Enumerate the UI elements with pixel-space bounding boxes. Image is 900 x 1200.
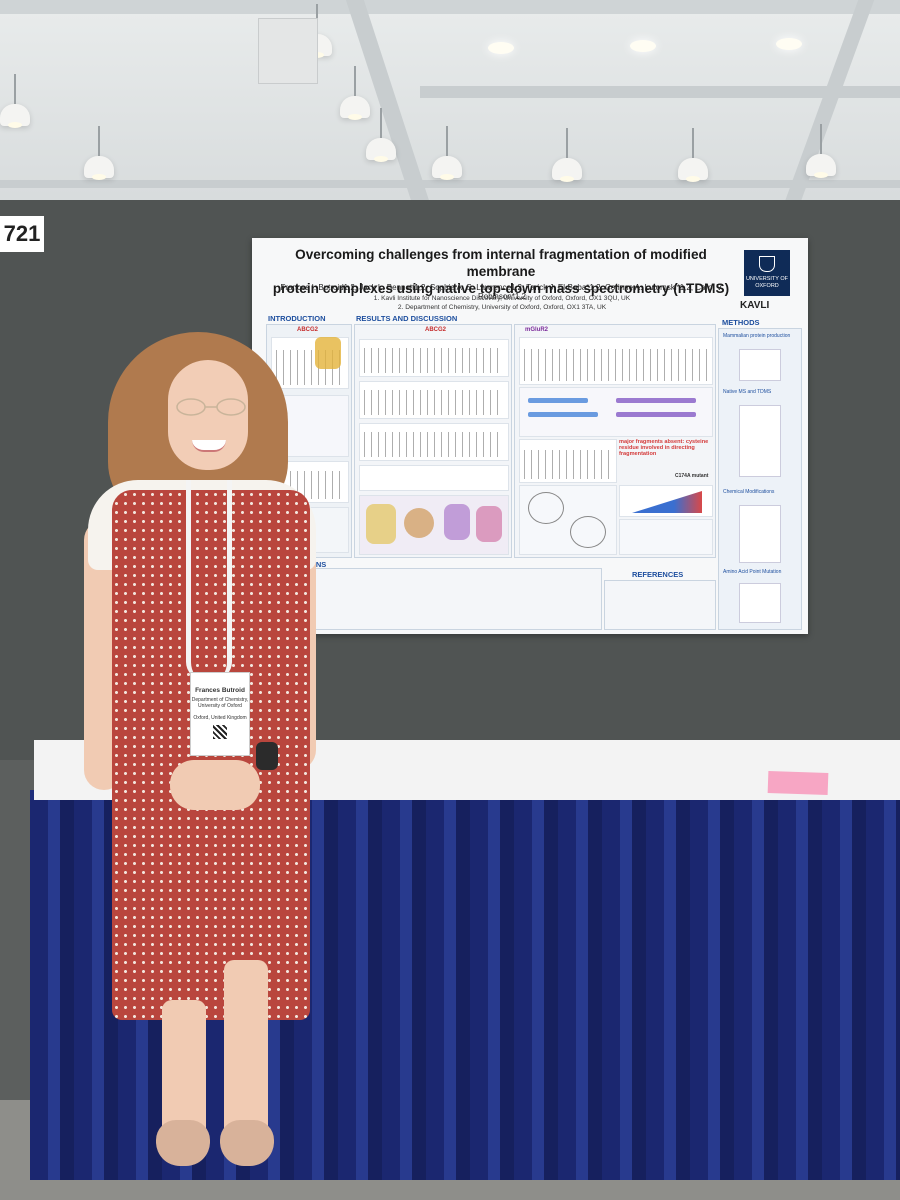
ceiling-light xyxy=(488,42,514,54)
research-poster: Overcoming challenges from internal frag… xyxy=(252,238,808,634)
methods-step-2: Native MS and TDMS xyxy=(723,389,772,395)
intro-abcg2-label: ABCG2 xyxy=(297,327,319,333)
mglur2-spectrum xyxy=(519,337,713,385)
mechanism-figure xyxy=(519,485,617,555)
protein-structure-figure xyxy=(315,337,341,369)
section-methods: METHODS xyxy=(722,318,760,327)
badge-dept: Department of Chemistry, University of O… xyxy=(191,697,249,709)
oxford-logo: UNIVERSITY OF OXFORD xyxy=(744,250,790,296)
ceiling-light xyxy=(630,40,656,52)
poster-title: Overcoming challenges from internal frag… xyxy=(266,246,736,297)
pendant-lamp xyxy=(552,128,582,182)
lanyard xyxy=(186,480,232,680)
common-cleavage-figure xyxy=(359,495,509,555)
mutation-figure xyxy=(739,583,781,623)
results-panel-left: ABCG2 xyxy=(354,324,512,558)
references-panel xyxy=(604,580,716,630)
structure-figure xyxy=(619,519,713,555)
clasped-hands xyxy=(170,760,260,810)
chemistry-figure xyxy=(739,505,781,563)
right-leg xyxy=(224,960,268,1150)
pendant-lamp xyxy=(806,124,836,178)
pendant-lamp xyxy=(0,74,30,128)
smile xyxy=(192,440,226,452)
methods-step-1: Mammalian protein production xyxy=(723,333,791,339)
qr-code-icon xyxy=(213,725,227,739)
kavli-logo: KAVLI xyxy=(740,300,770,311)
methods-step-3: Chemical Modifications xyxy=(723,489,775,495)
section-references: REFERENCES xyxy=(632,570,684,579)
affiliation-1: 1. Kavli Institute for Nanoscience Disco… xyxy=(373,295,631,302)
section-introduction: INTRODUCTION xyxy=(268,314,326,323)
poster-authors: Frances I. Butroid1,2, Jack L. Bennett1,… xyxy=(280,283,724,301)
methods-step-4: Amino Acid Point Mutation xyxy=(723,569,782,575)
methods-figure xyxy=(739,349,781,381)
pendant-lamp xyxy=(366,108,396,162)
pendant-lamp xyxy=(340,66,370,120)
results-abcg2-label: ABCG2 xyxy=(425,327,447,333)
affiliation-2: 2. Department of Chemistry, University o… xyxy=(397,304,607,311)
fragments-note: major fragments absent: cysteine residue… xyxy=(619,439,709,457)
methods-panel: Mammalian protein production Native MS a… xyxy=(718,328,802,630)
smartwatch-icon xyxy=(256,742,278,770)
section-conclusions: ONS xyxy=(310,560,327,569)
badge-name: Frances Butroid xyxy=(195,687,245,694)
fragment-spectrum xyxy=(519,439,617,483)
mglur2-label: mGluR2 xyxy=(525,327,549,333)
glasses-icon xyxy=(176,398,246,416)
results-panel-right: mGluR2 major fragments absent: cysteine … xyxy=(514,324,716,558)
poster-title-line1: Overcoming challenges from internal frag… xyxy=(295,247,707,279)
badge-location: Oxford, United Kingdom xyxy=(193,715,247,721)
ceiling-light xyxy=(776,38,802,50)
conclusions-panel xyxy=(310,568,602,630)
sequence-comparison xyxy=(519,387,713,437)
c174a-label: C174A mutant xyxy=(675,473,709,479)
poster-title-line2: protein complexes using native top-down … xyxy=(272,281,730,296)
abcg2-spectrum-2 xyxy=(359,381,509,419)
name-badge: Frances Butroid Department of Chemistry,… xyxy=(190,672,250,756)
booth-number: 721 xyxy=(0,216,44,252)
oxford-crest-icon xyxy=(759,256,775,272)
ceiling xyxy=(0,0,900,210)
section-results: RESULTS AND DISCUSSION xyxy=(356,314,458,323)
left-sandal xyxy=(156,1120,210,1166)
pendant-lamp xyxy=(432,126,462,180)
abcg2-spectrum-3 xyxy=(359,423,509,461)
abcg2-spectrum xyxy=(359,339,509,377)
bar-chart-figure xyxy=(619,485,713,517)
pendant-lamp xyxy=(678,128,708,182)
pendant-lamp xyxy=(84,126,114,180)
abcg2-sequence-map xyxy=(359,465,509,491)
ceiling-panel xyxy=(258,18,318,84)
right-sandal xyxy=(220,1120,274,1166)
instrument-figure xyxy=(739,405,781,477)
